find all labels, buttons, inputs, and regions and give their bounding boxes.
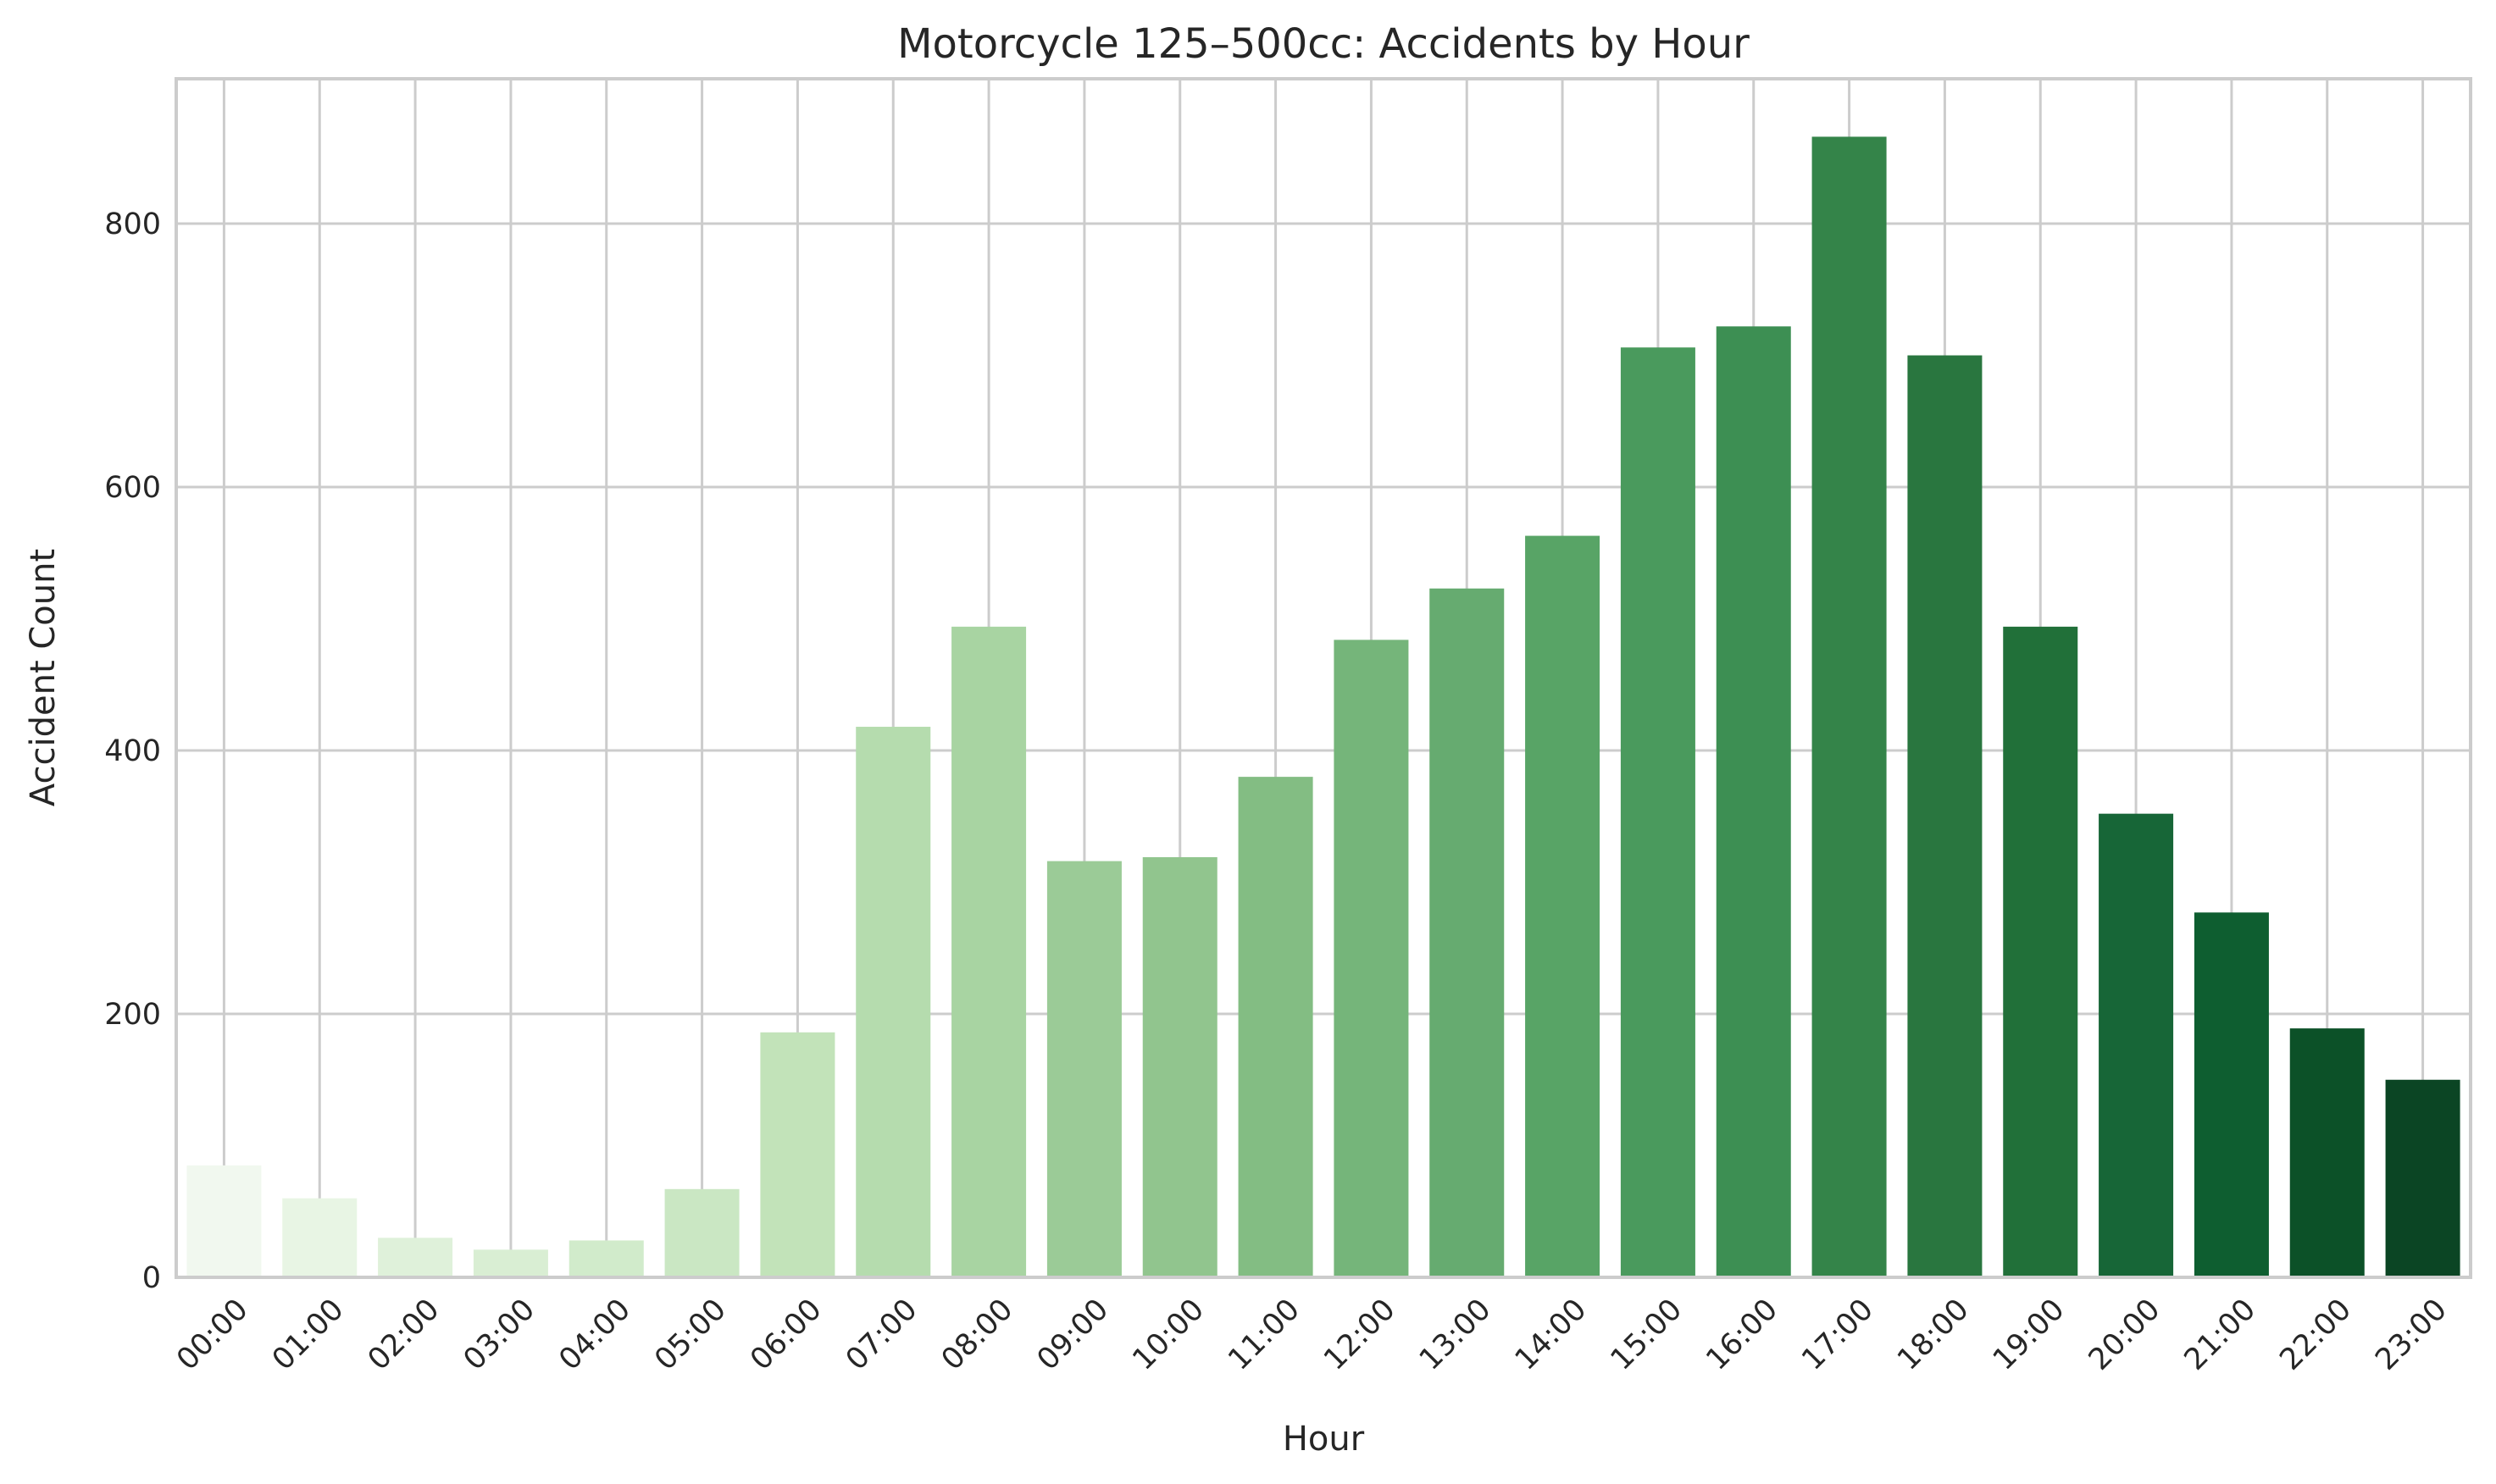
x-tick-label: 13:00 (1413, 1293, 1498, 1377)
x-gridlines (222, 79, 2425, 1277)
y-tick-label: 400 (104, 734, 161, 768)
x-tick-labels: 00:00 01:00 02:00 03:00 04:00 05:00 06:00 07:00… (170, 1293, 2454, 1377)
chart-title: Motorcycle 125–500cc: Accidents by Hour (897, 20, 1750, 68)
bar-1000 (1142, 856, 1217, 1277)
bar-1500 (1620, 347, 1695, 1278)
bar-1600 (1716, 326, 1791, 1277)
bar-2200 (2289, 1028, 2365, 1277)
bar-0700 (856, 727, 931, 1277)
x-tick-label: 17:00 (1795, 1293, 1880, 1377)
x-tick-label: 11:00 (1222, 1293, 1306, 1377)
x-tick-label: 19:00 (1987, 1293, 2072, 1377)
x-tick-label: 20:00 (2083, 1293, 2167, 1377)
bar-1900 (2003, 626, 2078, 1277)
bar-1300 (1429, 588, 1505, 1277)
bar-0400 (569, 1240, 644, 1277)
bar-1400 (1525, 535, 1600, 1277)
y-tick-label: 200 (104, 998, 161, 1032)
x-tick-label: 10:00 (1127, 1293, 1212, 1377)
x-tick-label: 02:00 (362, 1293, 447, 1377)
x-tick-label: 14:00 (1509, 1293, 1594, 1377)
x-tick-label: 12:00 (1317, 1293, 1402, 1377)
y-tick-label: 800 (104, 208, 161, 241)
bar-2000 (2099, 813, 2174, 1277)
x-tick-label: 22:00 (2274, 1293, 2359, 1377)
bar-1700 (1811, 136, 1887, 1277)
x-tick-label: 01:00 (266, 1293, 351, 1377)
plot-frame (175, 77, 2472, 1279)
x-tick-label: 00:00 (170, 1293, 255, 1377)
bars (186, 136, 2460, 1278)
bar-1100 (1238, 777, 1313, 1277)
bar-0900 (1046, 861, 1122, 1277)
y-tick-label: 600 (104, 471, 161, 505)
bar-0800 (951, 626, 1027, 1277)
x-tick-label: 09:00 (1031, 1293, 1116, 1377)
x-tick-label: 05:00 (648, 1293, 733, 1377)
x-tick-label: 18:00 (1891, 1293, 1976, 1377)
bar-0600 (760, 1032, 835, 1277)
x-tick-label: 08:00 (935, 1293, 1020, 1377)
x-tick-label: 04:00 (553, 1293, 638, 1377)
bar-0300 (473, 1249, 548, 1277)
y-axis-label: Accident Count (24, 549, 63, 806)
x-tick-label: 03:00 (458, 1293, 542, 1377)
bar-2300 (2385, 1079, 2460, 1277)
bar-1200 (1334, 640, 1409, 1277)
bar-0200 (378, 1238, 453, 1277)
x-tick-label: 16:00 (1700, 1293, 1785, 1377)
y-tick-labels: 0 200 400 600 800 (104, 208, 161, 1295)
x-tick-label: 15:00 (1605, 1293, 1689, 1377)
bar-2100 (2194, 912, 2269, 1277)
y-tick-label: 0 (142, 1261, 161, 1295)
x-tick-label: 21:00 (2178, 1293, 2263, 1377)
x-tick-label: 06:00 (744, 1293, 829, 1377)
x-axis-label: Hour (1283, 1420, 1365, 1459)
x-tick-label: 23:00 (2369, 1293, 2454, 1377)
bar-0000 (186, 1165, 262, 1277)
x-tick-label: 07:00 (840, 1293, 924, 1377)
bar-1800 (1907, 355, 1983, 1277)
bar-0500 (664, 1188, 740, 1277)
bar-0100 (282, 1198, 358, 1277)
